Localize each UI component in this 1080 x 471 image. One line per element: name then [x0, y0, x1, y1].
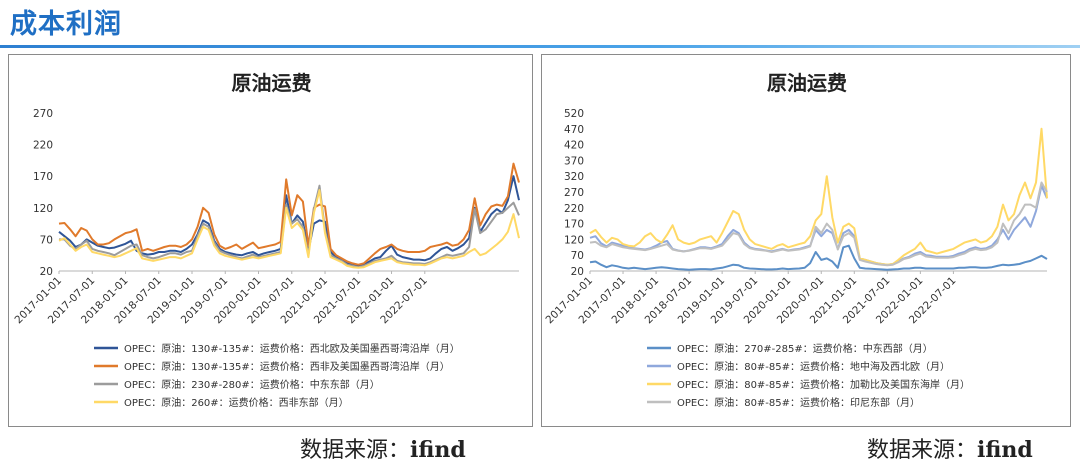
legend-entry: OPEC：原油：230#-280#：运费价格：中东东部（月）	[124, 378, 380, 391]
y-tick-label: 220	[33, 140, 53, 152]
series-line-4	[58, 189, 520, 269]
chart-title: 原油运费	[767, 71, 847, 95]
y-tick-label: 120	[33, 203, 53, 215]
y-tick-label: 470	[564, 124, 584, 136]
y-tick-label: 270	[33, 108, 53, 120]
y-tick-label: 320	[564, 171, 584, 183]
y-tick-label: 520	[564, 108, 584, 120]
y-tick-label: 170	[564, 219, 584, 231]
source-label: 数据来源：	[300, 438, 411, 463]
data-source-right: 数据来源：ifind	[867, 432, 1033, 464]
legend-entry: OPEC：原油：80#-85#：运费价格：地中海及西北欧（月）	[677, 360, 950, 373]
chart-panel-left: 原油运费 270 220 170 120 70 20 2017-01-01 2017-07-01…	[8, 54, 533, 427]
y-tick-label: 220	[564, 203, 584, 215]
legend-entry: OPEC：原油：260#：运费价格：西非东部（月）	[124, 396, 349, 409]
legend-entry: OPEC：原油：130#-135#：运费价格：西北欧及美国墨西哥湾沿岸（月）	[124, 342, 460, 355]
y-tick-label: 370	[564, 155, 584, 167]
series-line-2	[589, 184, 1048, 266]
source-value: ifind	[410, 437, 466, 463]
chart-right: 原油运费52047042037032027022017012070202017-…	[543, 71, 1048, 409]
y-tick-label: 420	[564, 140, 584, 152]
y-tick-label: 170	[33, 171, 53, 183]
y-tick-label: 270	[564, 187, 584, 199]
data-source-left: 数据来源：ifind	[300, 432, 466, 464]
series-line-3	[59, 184, 520, 269]
series-line-4	[589, 181, 1048, 267]
source-label: 数据来源：	[867, 438, 978, 463]
chart-title: 原油运费	[232, 71, 312, 95]
series-line-1	[589, 244, 1048, 271]
page-title: 成本利润	[10, 9, 122, 40]
chart-panel-right: 原油运费 520 470 420 370 320 270 220 170 120 70 20 2017-…	[541, 54, 1071, 427]
source-value: ifind	[977, 437, 1033, 463]
title-divider	[0, 45, 1080, 48]
legend-entry: OPEC：原油：80#-85#：运费价格：加勒比及美国东海岸（月）	[677, 378, 970, 391]
legend-entry: OPEC：原油：270#-285#：运费价格：中东西部（月）	[677, 342, 933, 355]
y-tick-label: 70	[40, 234, 53, 246]
legend-entry: OPEC：原油：80#-85#：运费价格：印尼东部（月）	[677, 396, 920, 409]
y-tick-label: 20	[40, 266, 53, 278]
series-line-3	[589, 127, 1048, 266]
chart-left: 原油运费27022017012070202017-01-012017-07-01…	[12, 71, 520, 409]
y-tick-label: 120	[564, 234, 584, 246]
y-tick-label: 20	[571, 266, 584, 278]
series-line-2	[58, 162, 520, 266]
legend-entry: OPEC：原油：130#-135#：运费价格：西非及美国墨西哥湾沿岸（月）	[124, 360, 450, 373]
y-tick-label: 70	[571, 250, 584, 262]
